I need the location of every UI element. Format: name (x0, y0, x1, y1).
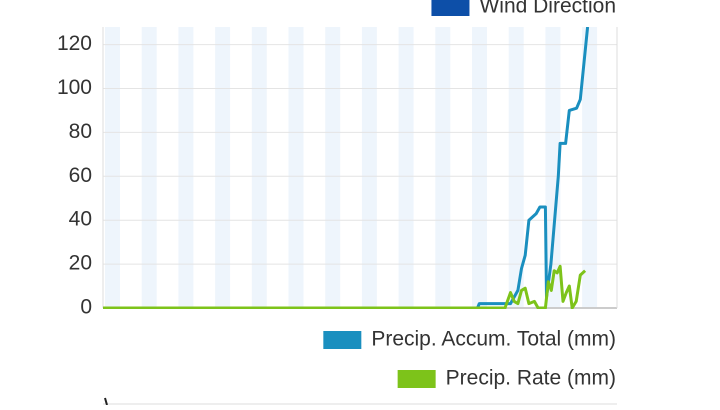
stripe (361, 27, 377, 308)
legend-swatch (431, 0, 470, 16)
stripe (582, 27, 598, 308)
legend-label: Wind Direction (479, 0, 616, 18)
legend-label: Precip. Accum. Total (mm) (371, 328, 616, 351)
legend: Wind Direction Precip. Accum. Total (mm) P… (323, 0, 616, 390)
y-tick-label: 0 (80, 296, 92, 319)
stripe (325, 27, 341, 308)
stripe (105, 27, 120, 308)
y-tick-label: 40 (69, 208, 92, 231)
stripe (508, 27, 524, 308)
stripe (215, 27, 231, 308)
stripe (251, 27, 267, 308)
y-tick-label: 60 (69, 164, 92, 187)
stripe (178, 27, 194, 308)
stripe (472, 27, 487, 308)
stripe (141, 27, 157, 308)
legend-label: Precip. Rate (mm) (446, 367, 616, 390)
stripe (288, 27, 304, 308)
y-tick-label: 80 (69, 120, 92, 143)
y-tick-label: 20 (69, 252, 92, 275)
series-line (103, 27, 590, 309)
y-tick-label: 120 (57, 32, 92, 55)
stripe (398, 27, 414, 308)
series-lines (103, 27, 590, 309)
next-chart-mark (104, 397, 108, 406)
y-tick-label: 100 (57, 76, 92, 99)
background-stripes (105, 27, 598, 308)
series-line (103, 264, 587, 309)
legend-swatch (397, 370, 436, 388)
stripe (435, 27, 451, 308)
stripe (545, 27, 561, 308)
legend-swatch (323, 331, 362, 349)
